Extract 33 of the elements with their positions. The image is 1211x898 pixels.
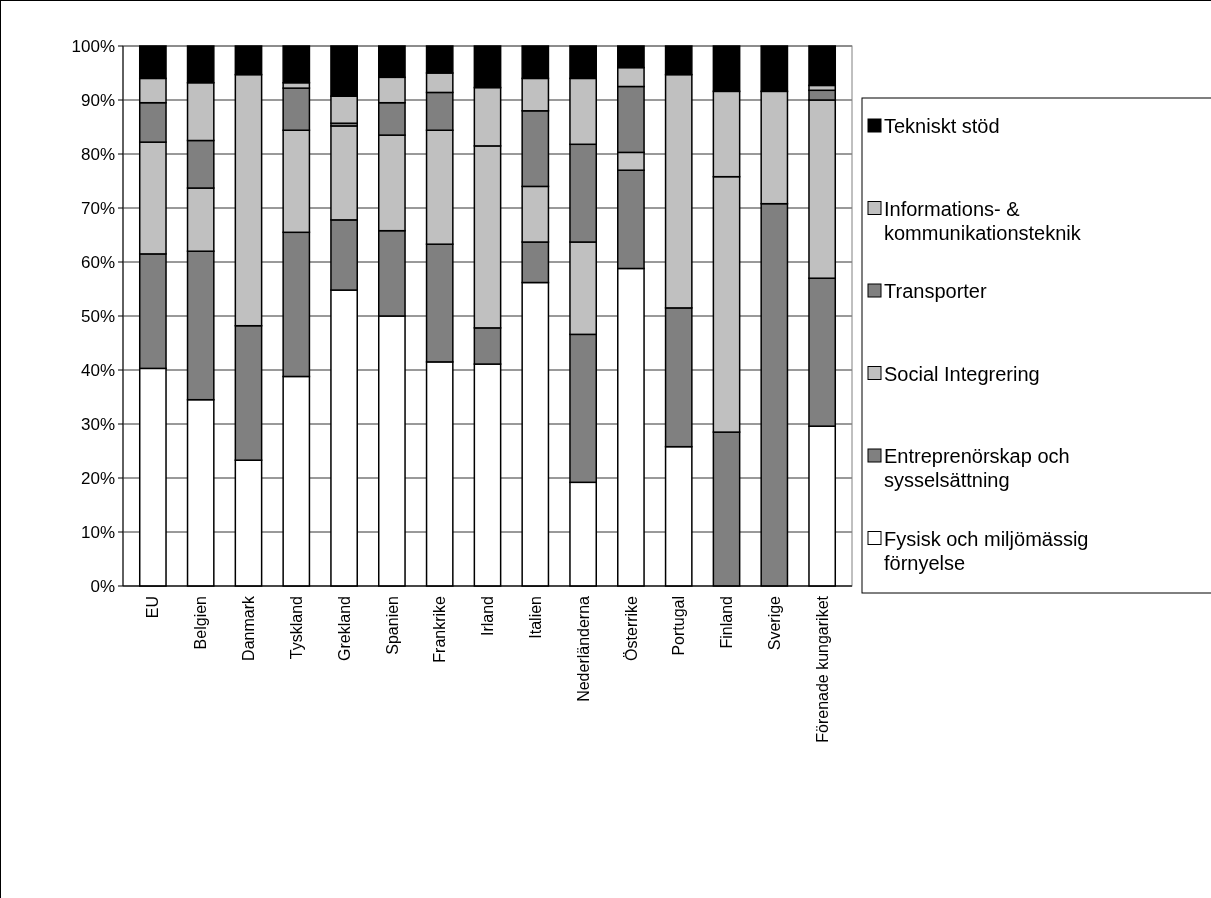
x-tick-label: Sverige <box>765 595 783 651</box>
y-tick-label: 60% <box>80 252 115 272</box>
x-tick-label: Frankrike <box>431 595 449 663</box>
y-tick-label: 80% <box>80 144 115 164</box>
bar <box>808 45 837 87</box>
x-tick-label: EU <box>144 596 162 619</box>
legend-label: Entreprenörskap och sysselsättning <box>884 445 1070 491</box>
y-tick-label: 0% <box>90 576 115 596</box>
y-tick-label: 30% <box>80 414 115 434</box>
y-tick-label: 20% <box>80 468 115 488</box>
y-tick-label: 100% <box>71 36 115 56</box>
x-tick-label: Italien <box>526 596 544 639</box>
x-tick-label: Nederländerna <box>574 595 592 702</box>
x-tick-label: Österrike <box>622 595 640 661</box>
x-tick-label: Spanien <box>383 596 401 655</box>
legend-label: Fysisk och miljömässig förnyelse <box>884 527 1089 574</box>
y-tick-label: 10% <box>80 522 115 542</box>
x-tick-label: Irland <box>479 596 497 637</box>
x-tick-label: Belgien <box>192 596 210 650</box>
y-tick-label: 50% <box>80 306 115 326</box>
legend-label: Tekniskt stöd <box>884 115 1000 137</box>
legend-label: Transporter <box>884 280 987 302</box>
legend-label: Informations- & kommunikationsteknik <box>884 197 1082 244</box>
x-tick-label: Tyskland <box>287 596 305 660</box>
x-tick-label: Grekland <box>335 596 353 661</box>
x-tick-label: Förenade kungariket <box>813 595 831 743</box>
y-tick-label: 40% <box>80 360 115 380</box>
y-tick-label: 70% <box>80 198 115 218</box>
y-tick-label: 90% <box>80 90 115 110</box>
x-tick-label: Danmark <box>240 595 258 661</box>
legend-label: Social Integrering <box>884 362 1040 385</box>
x-tick-label: Finland <box>718 596 736 649</box>
x-tick-label: Portugal <box>670 596 688 656</box>
